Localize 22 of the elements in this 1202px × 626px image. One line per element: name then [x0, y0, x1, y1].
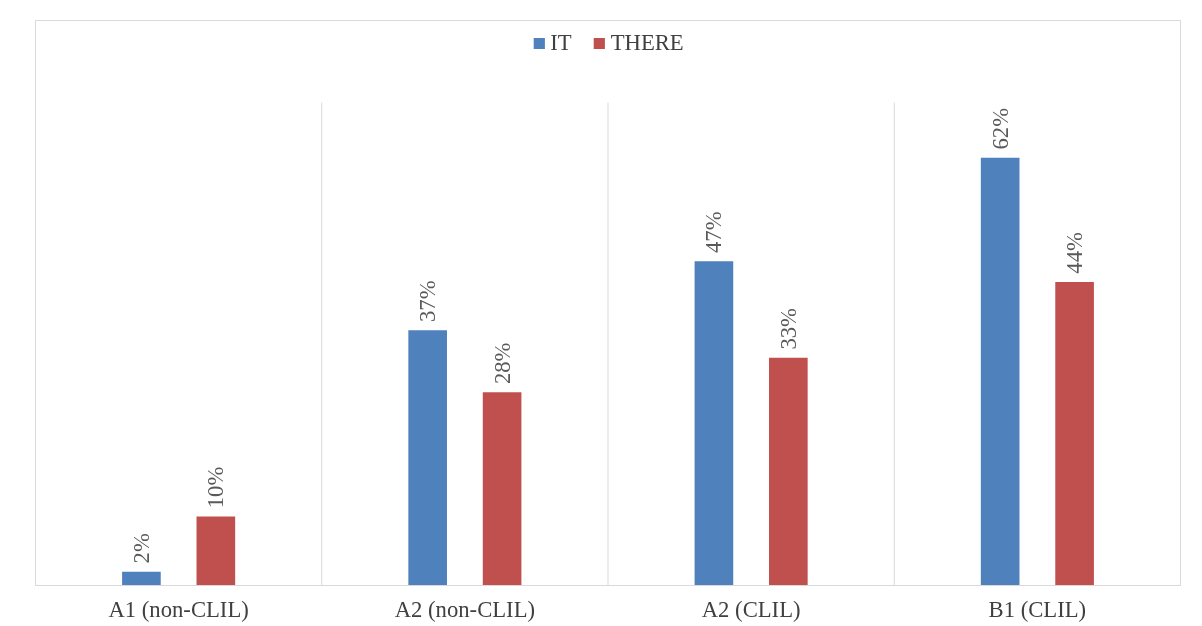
x-tick-label: A2 (non-CLIL) — [394, 596, 536, 622]
data-label: 2% — [128, 533, 154, 564]
data-label: 62% — [987, 107, 1013, 150]
bar — [1055, 281, 1094, 586]
data-label: 37% — [415, 280, 441, 322]
bar — [196, 516, 236, 586]
bar — [769, 357, 808, 586]
x-tick-label: B1 (CLIL) — [988, 596, 1087, 622]
x-tick-label: A1 (non-CLIL) — [108, 596, 249, 622]
bar — [694, 261, 734, 586]
data-label: 10% — [203, 466, 229, 509]
bar — [408, 330, 447, 586]
data-label: 47% — [701, 211, 727, 253]
bar — [122, 571, 161, 586]
x-tick-label: A2 (CLIL) — [701, 596, 801, 622]
data-label: 28% — [489, 342, 515, 385]
legend-label: IT — [550, 30, 572, 56]
bar — [980, 157, 1020, 586]
legend-label: THERE — [610, 30, 684, 56]
data-label: 44% — [1062, 232, 1088, 274]
data-label: 33% — [775, 307, 801, 350]
bar — [482, 392, 522, 586]
